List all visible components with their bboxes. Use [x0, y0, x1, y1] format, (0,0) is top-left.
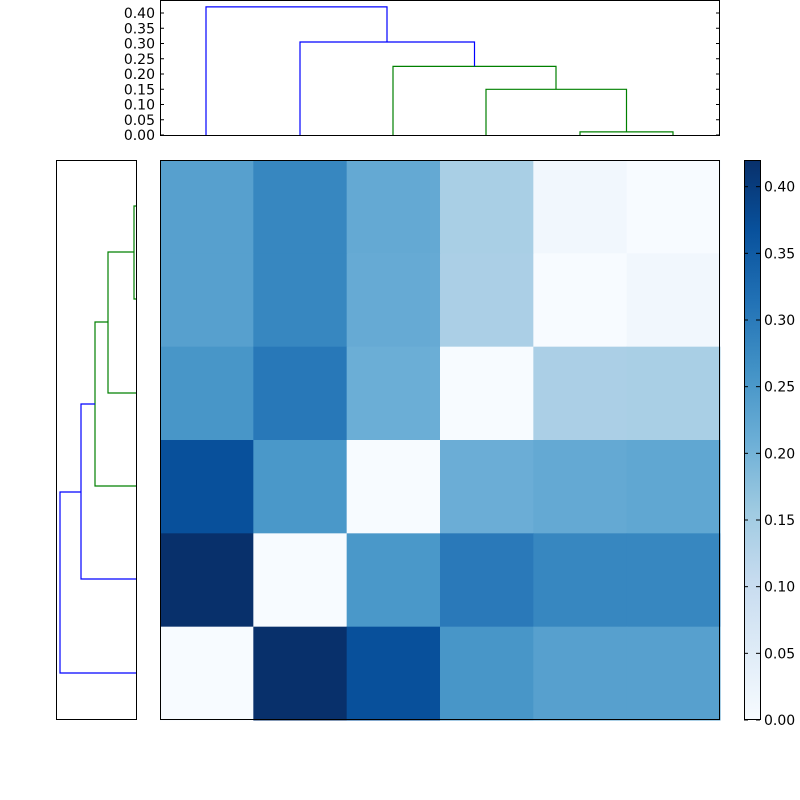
- heatmap-cell: [440, 253, 534, 348]
- colorbar-tick-label: 0.20: [764, 446, 795, 462]
- heatmap: [160, 160, 721, 721]
- heatmap-cell: [253, 253, 348, 348]
- heatmap-cell: [533, 533, 628, 628]
- heatmap-cell: [533, 346, 628, 441]
- heatmap-cells: [160, 160, 721, 721]
- colorbar-tick-label: 0.15: [764, 513, 795, 529]
- colorbar-tick-label: 0.30: [764, 313, 795, 329]
- colorbar-tick-label: 0.25: [764, 380, 795, 396]
- colorbar-tick-label: 0.05: [764, 646, 795, 662]
- heatmap-cell: [253, 160, 348, 254]
- y-tick-label: 0.05: [124, 113, 155, 129]
- dendrogram-link: [205, 6, 388, 135]
- heatmap-cell: [533, 626, 628, 721]
- heatmap-cell: [160, 160, 254, 254]
- y-tick-label: 0.25: [124, 52, 155, 68]
- heatmap-cell: [253, 346, 348, 441]
- colorbar: 0.00 0.05 0.10 0.15 0.20 0.25 0.30 0.35 0.40: [744, 160, 795, 729]
- heatmap-cell: [160, 440, 254, 534]
- y-tick-label: 0.10: [124, 98, 155, 114]
- heatmap-frame: [160, 160, 720, 720]
- colorbar-gradient: [744, 160, 761, 720]
- heatmap-cell: [346, 440, 441, 534]
- colorbar-tick-label: 0.10: [764, 580, 795, 596]
- heatmap-cell: [346, 160, 441, 254]
- top-dendrogram-frame: [160, 0, 720, 136]
- heatmap-cell: [626, 160, 721, 254]
- heatmap-cell: [626, 533, 721, 628]
- heatmap-cell: [346, 346, 441, 441]
- heatmap-cell: [160, 346, 254, 441]
- y-tick-label: 0.15: [124, 82, 155, 98]
- heatmap-cell: [440, 160, 534, 254]
- heatmap-cell: [440, 533, 534, 628]
- heatmap-cell: [160, 626, 254, 721]
- y-tick-label: 0.30: [124, 37, 155, 53]
- heatmap-cell: [160, 253, 254, 348]
- colorbar-ticks: 0.00 0.05 0.10 0.15 0.20 0.25 0.30 0.35 0.40: [744, 180, 795, 729]
- heatmap-cell: [533, 440, 628, 534]
- y-tick-label: 0.20: [124, 67, 155, 83]
- heatmap-cell: [160, 533, 254, 628]
- y-tick-label: 0.40: [124, 6, 155, 22]
- top-dendrogram-links: [205, 6, 674, 135]
- heatmap-cell: [533, 253, 628, 348]
- left-dendrogram: [56, 160, 137, 720]
- heatmap-cell: [626, 346, 721, 441]
- heatmap-cell: [253, 440, 348, 534]
- y-tick-label: 0.35: [124, 21, 155, 37]
- heatmap-cell: [626, 626, 721, 721]
- colorbar-tick-label: 0.00: [764, 713, 795, 729]
- top-dendrogram: 0.000.050.100.150.200.250.300.350.40: [124, 0, 720, 144]
- y-tick-label: 0.00: [124, 128, 155, 144]
- heatmap-cell: [346, 253, 441, 348]
- heatmap-cell: [440, 346, 534, 441]
- left-dendrogram-frame: [56, 160, 137, 720]
- top-dendrogram-y-axis: 0.000.050.100.150.200.250.300.350.40: [124, 6, 720, 144]
- heatmap-cell: [440, 440, 534, 534]
- heatmap-cell: [440, 626, 534, 721]
- colorbar-tick-label: 0.40: [764, 180, 795, 196]
- heatmap-cell: [253, 626, 348, 721]
- heatmap-cell: [346, 533, 441, 628]
- heatmap-cell: [533, 160, 628, 254]
- heatmap-cell: [346, 626, 441, 721]
- heatmap-cell: [253, 533, 348, 628]
- left-dendrogram-links: [59, 205, 136, 674]
- colorbar-tick-label: 0.35: [764, 246, 795, 262]
- heatmap-cell: [626, 440, 721, 534]
- dendrogram-link: [59, 491, 136, 674]
- heatmap-cell: [626, 253, 721, 348]
